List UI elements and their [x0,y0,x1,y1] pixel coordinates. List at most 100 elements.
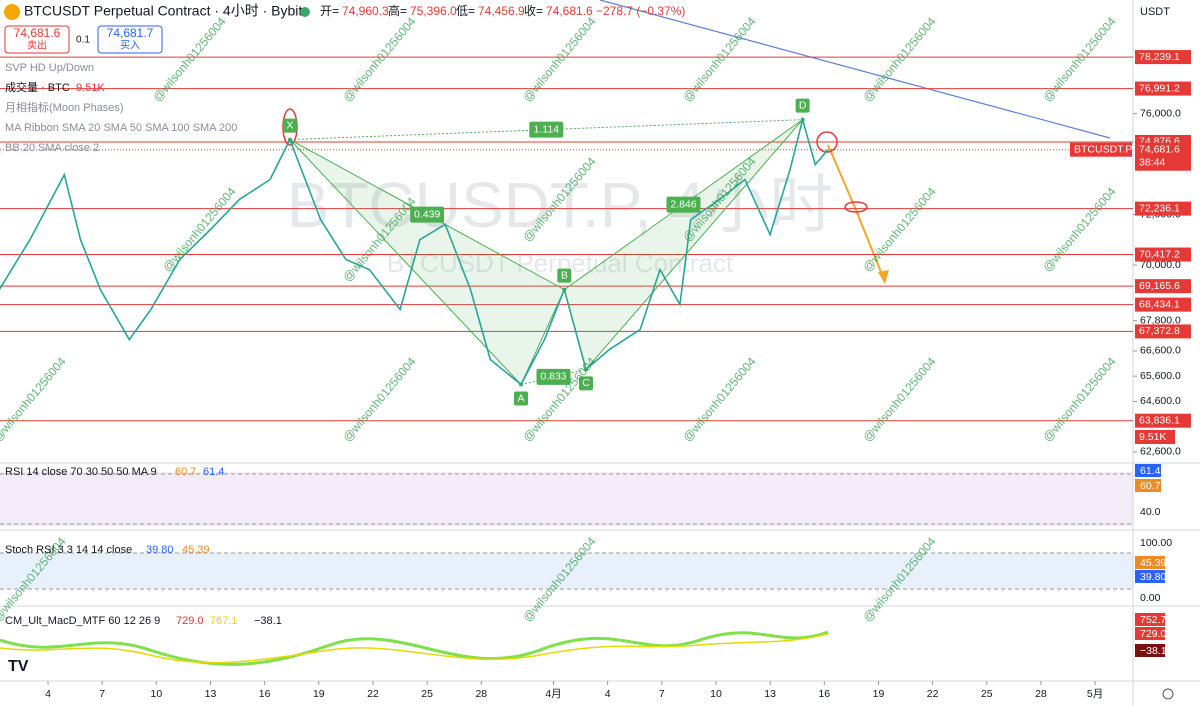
y-tick-label: 76,000.0 [1140,107,1181,119]
level-label: 76,991.2 [1139,82,1180,94]
ratio-label: 2.846 [670,198,696,210]
pattern-badge [282,118,297,133]
x-tick-label: 10 [710,688,722,700]
stoch-d: 45.39 [182,544,210,556]
pattern-badge [557,268,572,283]
macd-value: 729.0 [176,615,204,627]
badge [1135,479,1161,492]
user-mark: @wilsonh01256004 [340,14,419,104]
badge [1135,464,1161,477]
price-line [0,116,829,386]
buy-price: 74,681.7 [107,26,154,40]
badge [1135,644,1165,657]
level-badge [1135,279,1191,294]
user-mark: @wilsonh01256004 [680,354,759,444]
level-badge [1135,81,1191,96]
y-tick-label: 62,600.0 [1140,446,1181,458]
ohlc-value: 74,456.9 [478,4,525,18]
level-label: 63,836.1 [1139,414,1180,426]
user-mark: @wilsonh01256004 [680,14,759,104]
level-badge [1135,201,1191,216]
currency[interactable]: USDT [1140,6,1170,18]
logo: TV [8,658,29,675]
sell-price: 74,681.6 [14,26,61,40]
level-label: 72,236.1 [1139,202,1180,214]
user-mark: @wilsonh01256004 [1040,354,1119,444]
level-badge [1135,413,1191,428]
x-tick-label: 25 [981,688,993,700]
macd-signal-line [0,633,829,664]
user-mark: @wilsonh01256004 [1040,184,1119,274]
x-tick-label: 10 [150,688,162,700]
macd-line [0,630,829,666]
ratio-badge [536,368,571,385]
pattern-badge [795,98,810,113]
countdown: 38:44 [1139,156,1165,168]
x-tick-label: 16 [259,688,271,700]
highlight [844,201,868,213]
trend-line [599,0,1111,139]
badge [1135,570,1165,583]
x-tick-label: 22 [927,688,939,700]
rsi-ma-badge: 61.4 [1140,465,1161,477]
pattern-label: B [561,269,568,281]
user-mark: @wilsonh01256004 [520,354,599,444]
indicator: BB 20 SMA close 2 [5,142,99,154]
pattern-label: X [286,119,293,131]
user-mark: @wilsonh01256004 [0,354,69,444]
user-mark: @wilsonh01256004 [160,184,239,274]
indicator: SVP HD Up/Down [5,62,94,74]
x-tick-label: 7 [99,688,105,700]
x-tick-label: 16 [818,688,830,700]
volume-value: 9.51K [76,82,105,94]
buy-label: 买入 [120,40,140,52]
ohlc-label: 收= [524,4,543,18]
ohlc-value: 74,681.6 [546,4,593,18]
stoch-label: Stoch RSI 3 3 14 14 close [5,544,132,556]
macd-signal: 767.1 [210,615,238,627]
macd-hist: −38.1 [254,615,282,627]
x-tick-label: 4 [45,688,51,700]
sell-button[interactable] [4,25,70,54]
stoch-k: 39.80 [146,544,174,556]
ohlc: 开= 74,960.3 高= 75,396.0 低= 74,456.9 收= 74,681.6 [320,3,593,18]
symbol-title: BTCUSDT Perpetual Contract · 4小时 · Bybit [24,3,302,19]
x-tick-label: 22 [367,688,379,700]
volume-label: 成交量 · BTC [5,80,70,94]
volume-badge-label: 9.51K [1139,431,1166,443]
last-price: 74,681.6 [1139,143,1180,155]
arrow-head [878,270,889,284]
y-tick-label: 65,600.0 [1140,370,1181,382]
macd-label: CM_Ult_MacD_MTF 60 12 26 9 [5,615,160,627]
user-mark: @wilsonh01256004 [860,354,939,444]
ohlc-label: 开= [320,4,339,18]
settings-icon[interactable] [1162,688,1174,700]
x-tick-label: 4 [605,688,611,700]
user-mark: @wilsonh01256004 [1040,14,1119,104]
y-tick-label: 66,600.0 [1140,345,1181,357]
pattern-label: A [517,392,524,404]
projection-arrow [827,144,886,283]
rsi-ma: 61.4 [203,466,224,478]
symbol-badge [1070,142,1132,157]
ratio-label: 0.833 [540,371,566,383]
indicator: MA Ribbon SMA 20 SMA 50 SMA 100 SMA 200 [5,122,237,134]
indicator: 月相指标(Moon Phases) [5,100,124,114]
buy-button[interactable] [97,25,163,54]
user-mark: @wilsonh01256004 [860,14,939,104]
y-tick-label: 64,600.0 [1140,395,1181,407]
level-badge [1135,297,1191,312]
level-label: 68,434.1 [1139,298,1180,310]
stoch-k-badge: 39.80 [1140,571,1166,583]
user-mark: @wilsonh01256004 [520,14,599,104]
level-badge [1135,247,1191,262]
x-tick-label: 25 [421,688,433,700]
badge [1135,556,1165,569]
sell-label: 卖出 [27,39,47,52]
badge [1135,627,1165,640]
x-tick-label: 4月 [545,688,561,700]
user-mark: @wilsonh01256004 [340,354,419,444]
macd-badge: 729.0 [1140,628,1166,640]
stoch-axis: 0.00 [1140,592,1161,604]
chart-layer: 76,000.072,000.070,000.067,800.066,600.0… [0,14,1191,700]
